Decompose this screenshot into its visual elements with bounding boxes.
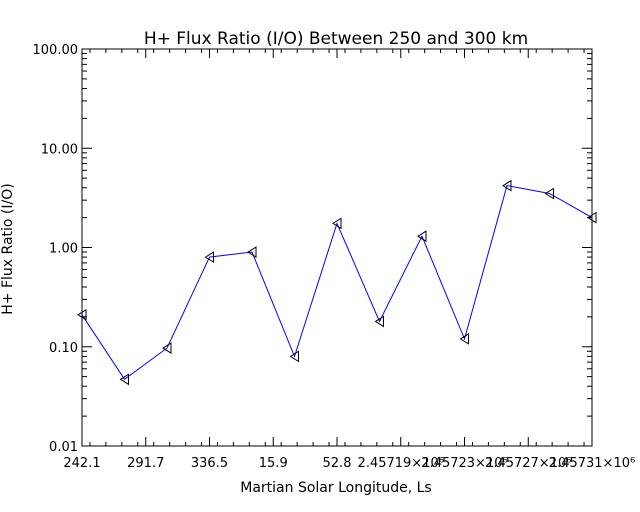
y-axis-label: H+ Flux Ratio (I/O): [0, 183, 16, 314]
y-tick-label: 100.00: [33, 43, 79, 58]
x-axis: 242.1 291.7 336.5 15.9 52.8 2.45719×10⁶2.4572…: [63, 49, 635, 471]
y-axis: 0.01 0.10 1.00 10.00 100.00: [33, 43, 592, 455]
data-point: [119, 373, 129, 386]
x-tick-label: 2.45723×10⁶: [421, 456, 507, 471]
series-line: [81, 185, 593, 381]
x-tick-label: 242.1: [63, 456, 100, 471]
y-tick-label: 1.00: [49, 242, 78, 257]
plot-frame: [81, 48, 593, 447]
x-tick-label: 2.45731×10⁶: [549, 456, 635, 471]
data-point: [289, 350, 299, 363]
data-point: [204, 251, 214, 264]
y-tick-label: 0.01: [49, 440, 78, 455]
data-point: [544, 187, 554, 200]
data-point: [162, 342, 172, 354]
data-point: [247, 246, 257, 258]
x-tick-label: 52.8: [323, 456, 352, 471]
y-tick-label: 0.10: [49, 341, 78, 356]
plot-border: [81, 48, 593, 447]
chart-title: H+ Flux Ratio (I/O) Between 250 and 300 …: [144, 29, 528, 49]
x-tick-label: 2.45719×10⁶: [358, 456, 444, 471]
data-point: [77, 308, 87, 321]
data-point: [417, 230, 427, 243]
x-tick-label: 15.9: [259, 456, 288, 471]
data-series: [77, 179, 597, 386]
data-point: [459, 332, 469, 345]
data-point: [332, 217, 342, 230]
data-point: [587, 211, 597, 224]
y-tick-label: 10.00: [41, 142, 78, 157]
x-tick-label: 291.7: [127, 456, 164, 471]
data-point: [374, 315, 384, 328]
x-tick-label: 336.5: [191, 456, 228, 471]
x-axis-label: Martian Solar Longitude, Ls: [240, 480, 431, 496]
x-tick-label: 2.45727×10⁶: [485, 456, 571, 471]
data-point: [502, 179, 512, 192]
